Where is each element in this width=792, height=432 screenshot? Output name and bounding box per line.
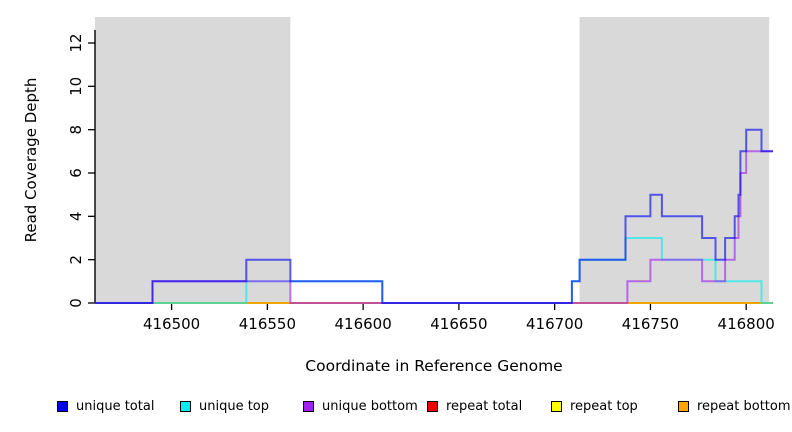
x-axis-title: Coordinate in Reference Genome bbox=[305, 357, 563, 375]
y-axis-title: Read Coverage Depth bbox=[22, 77, 40, 243]
legend-item-repeat-top: repeat top bbox=[551, 399, 638, 414]
legend-label: repeat total bbox=[446, 399, 523, 414]
y-tick-label: 0 bbox=[67, 298, 85, 308]
x-tick-label: 416700 bbox=[526, 315, 583, 333]
shaded-region bbox=[579, 17, 770, 303]
x-tick-label: 416600 bbox=[335, 315, 392, 333]
legend-swatch-repeat-total bbox=[427, 401, 438, 412]
legend-item-unique-bottom: unique bottom bbox=[303, 399, 418, 414]
x-tick-label: 416800 bbox=[718, 315, 775, 333]
legend-label: unique top bbox=[199, 399, 270, 414]
shaded-region bbox=[95, 17, 291, 303]
series-unique-total bbox=[95, 128, 773, 304]
legend-label: unique bottom bbox=[322, 399, 418, 414]
coverage-chart: 416500 416550 416600 416650 416700 416750 4168… bbox=[67, 17, 775, 333]
legend-label: unique total bbox=[76, 399, 155, 414]
y-tick-label: 4 bbox=[67, 212, 85, 222]
legend-swatch-unique-total bbox=[57, 401, 68, 412]
legend-swatch-unique-bottom bbox=[303, 401, 314, 412]
x-tick-label: 416750 bbox=[622, 315, 679, 333]
x-tick-label: 416650 bbox=[430, 315, 487, 333]
y-tick-label: 10 bbox=[67, 77, 85, 96]
legend-item-unique-top: unique top bbox=[180, 399, 269, 414]
legend-swatch-unique-top bbox=[180, 401, 191, 412]
legend-swatch-repeat-bottom bbox=[678, 401, 689, 412]
legend-item-repeat-total: repeat total bbox=[427, 399, 522, 414]
y-tick-label: 8 bbox=[67, 125, 85, 135]
legend: unique total unique top unique bottom re… bbox=[0, 399, 792, 421]
legend-label: repeat bottom bbox=[697, 399, 791, 414]
legend-item-repeat-bottom: repeat bottom bbox=[678, 399, 791, 414]
x-tick-label: 416500 bbox=[143, 315, 200, 333]
legend-swatch-repeat-top bbox=[551, 401, 562, 412]
y-tick-label: 2 bbox=[67, 255, 85, 265]
x-tick-label: 416550 bbox=[239, 315, 296, 333]
y-tick-label: 6 bbox=[67, 168, 85, 178]
y-tick-label: 12 bbox=[67, 33, 85, 52]
legend-label: repeat top bbox=[570, 399, 638, 414]
legend-item-unique-total: unique total bbox=[57, 399, 154, 414]
